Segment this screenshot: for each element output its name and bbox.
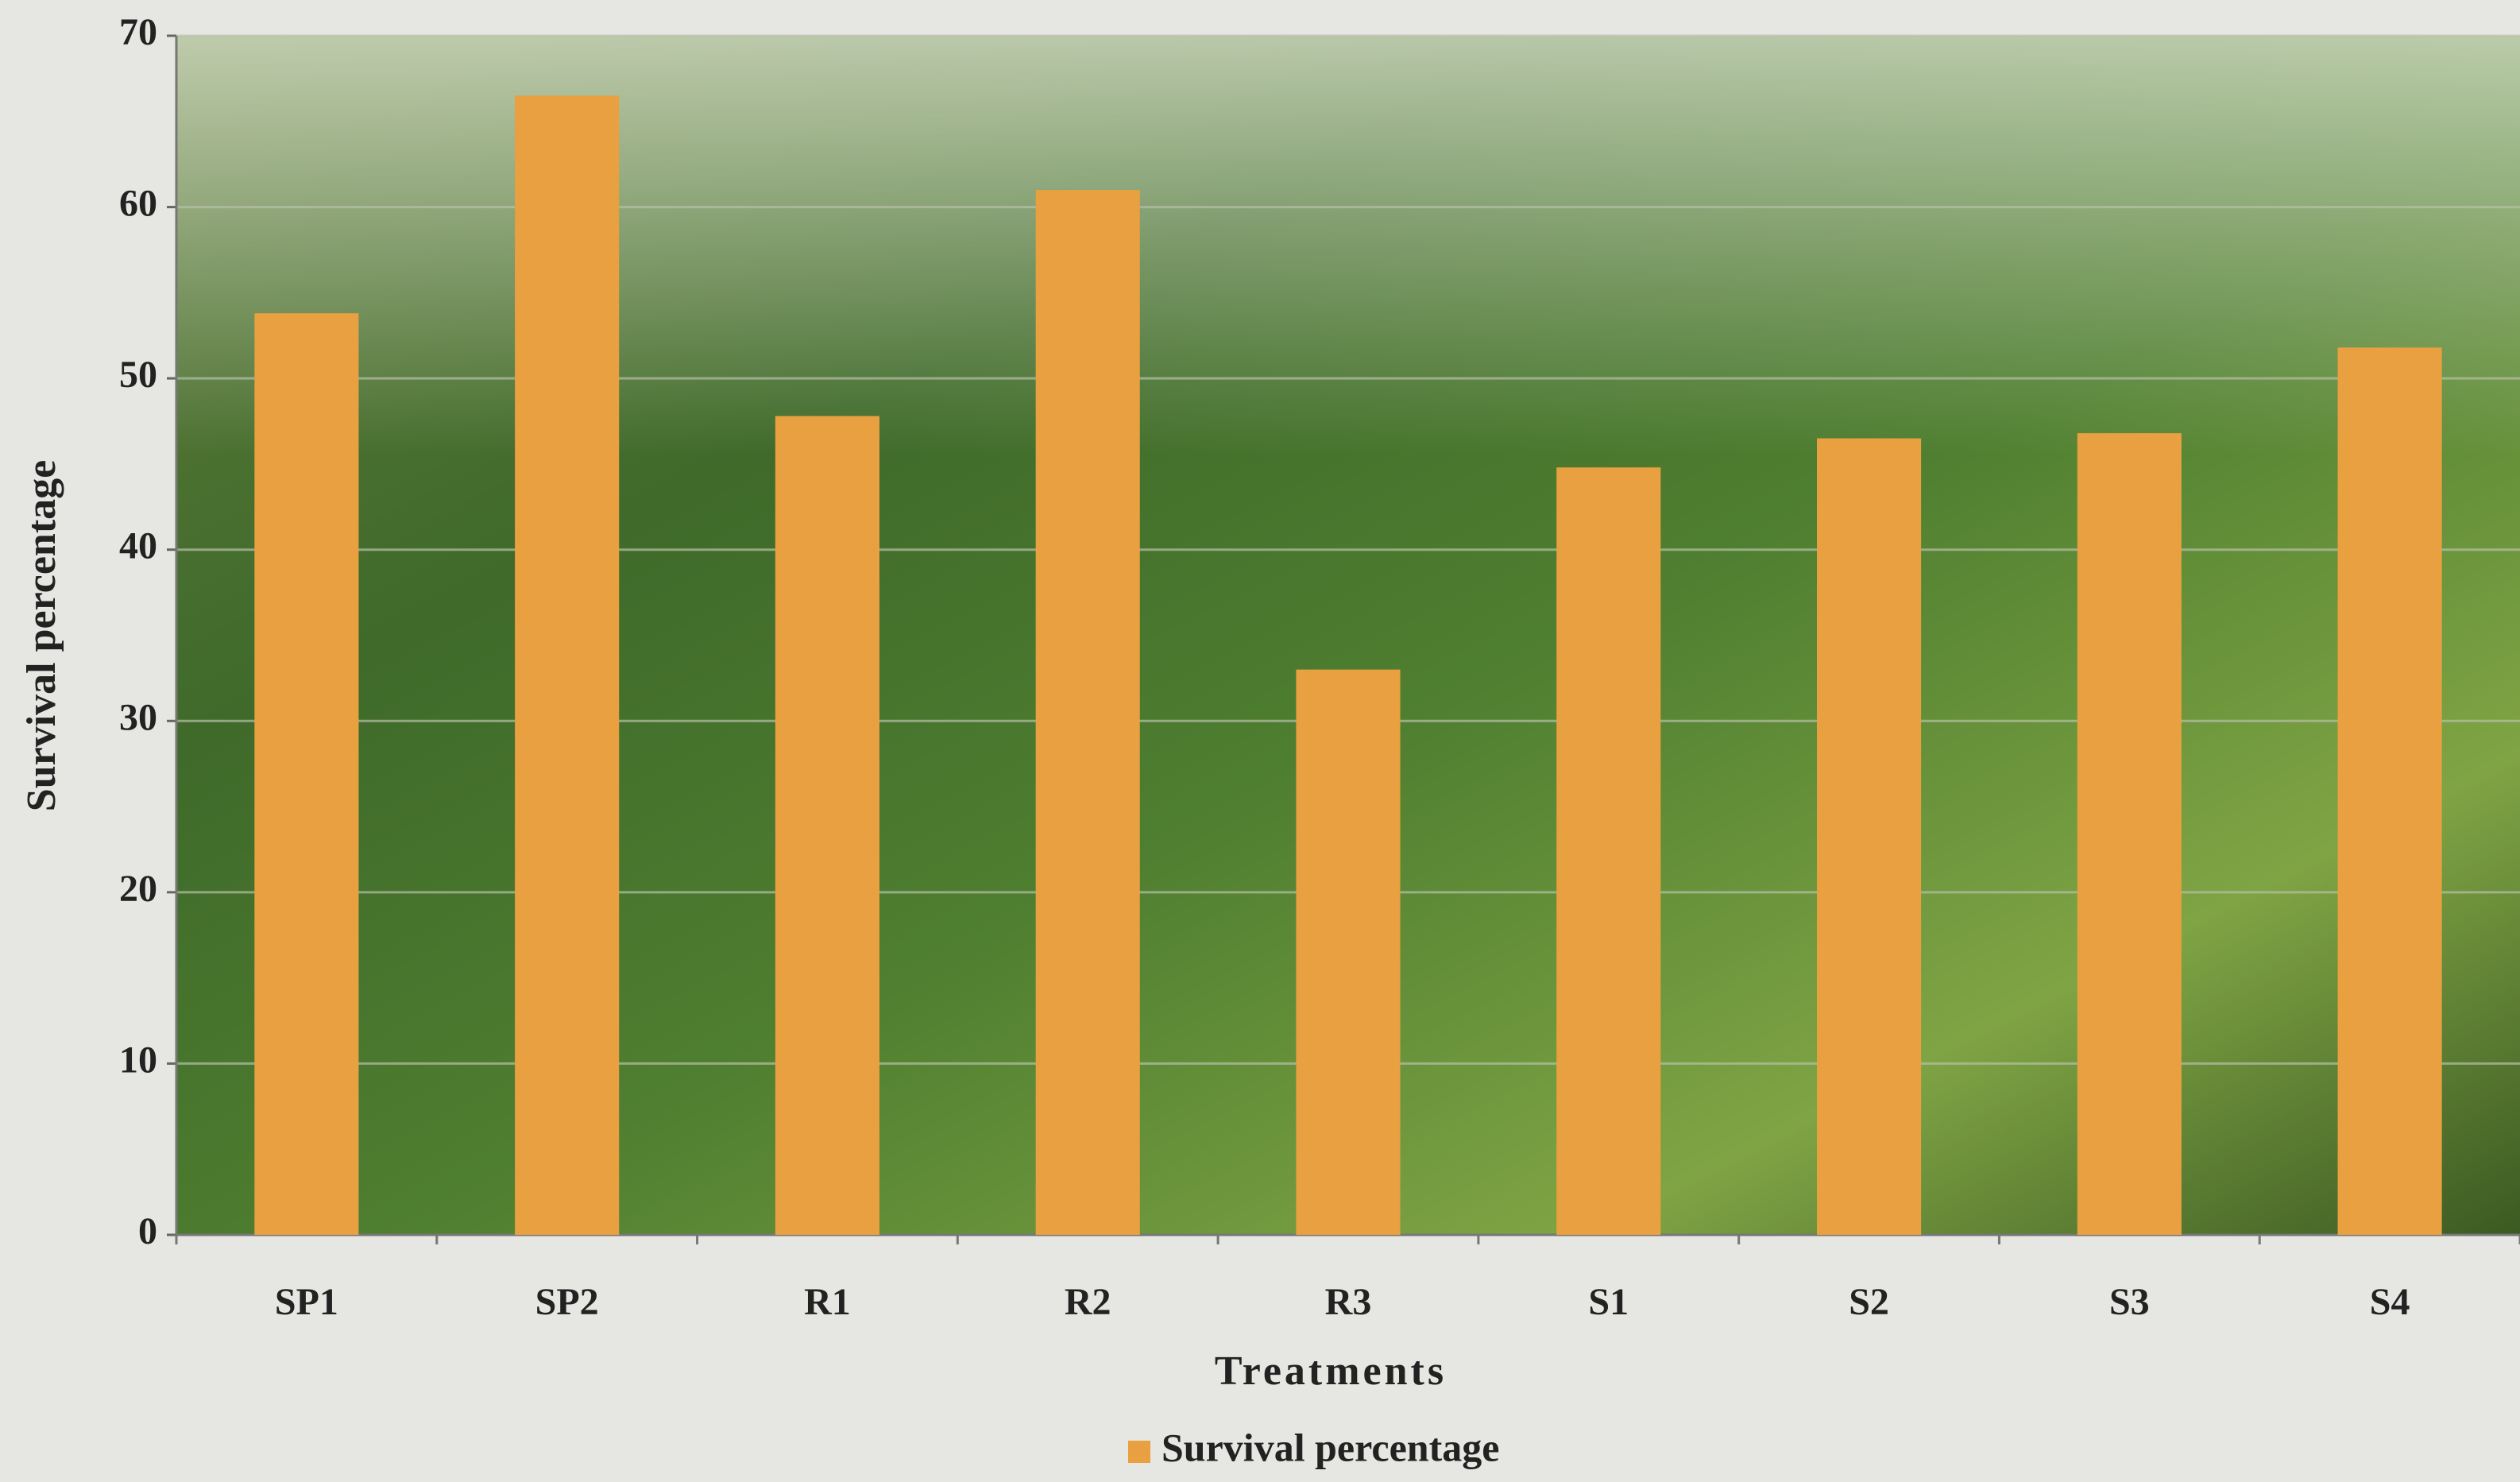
x-tick-label: SP2 [535, 1281, 599, 1323]
legend-marker [1128, 1441, 1150, 1463]
y-axis-title: Survival percentage [19, 460, 64, 811]
bar [1296, 669, 1401, 1235]
bar [254, 313, 359, 1235]
bar [775, 416, 879, 1235]
y-tick-label: 30 [119, 696, 157, 738]
bar [515, 95, 620, 1236]
bar [2337, 347, 2442, 1236]
x-tick-label: S1 [1588, 1281, 1629, 1323]
x-tick-label: SP1 [275, 1281, 338, 1323]
bar [1556, 467, 1661, 1235]
x-tick-label: S3 [2109, 1281, 2150, 1323]
x-tick-label: S4 [2370, 1281, 2410, 1323]
y-tick-label: 20 [119, 868, 157, 910]
x-tick-label: R1 [804, 1281, 851, 1323]
y-tick-label: 10 [119, 1039, 157, 1081]
y-tick-label: 50 [119, 354, 157, 396]
bar [1035, 190, 1140, 1235]
legend-label: Survival percentage [1161, 1425, 1499, 1469]
bar [2077, 433, 2182, 1235]
y-tick-label: 0 [138, 1210, 157, 1252]
x-axis-title: Treatments [1215, 1349, 1447, 1394]
x-tick-label: S2 [1849, 1281, 1889, 1323]
y-tick-label: 60 [119, 183, 157, 225]
bar [1817, 438, 1922, 1235]
x-tick-label: R3 [1325, 1281, 1372, 1323]
y-tick-label: 70 [119, 11, 157, 53]
y-tick-label: 40 [119, 525, 157, 567]
x-tick-label: R2 [1065, 1281, 1111, 1323]
